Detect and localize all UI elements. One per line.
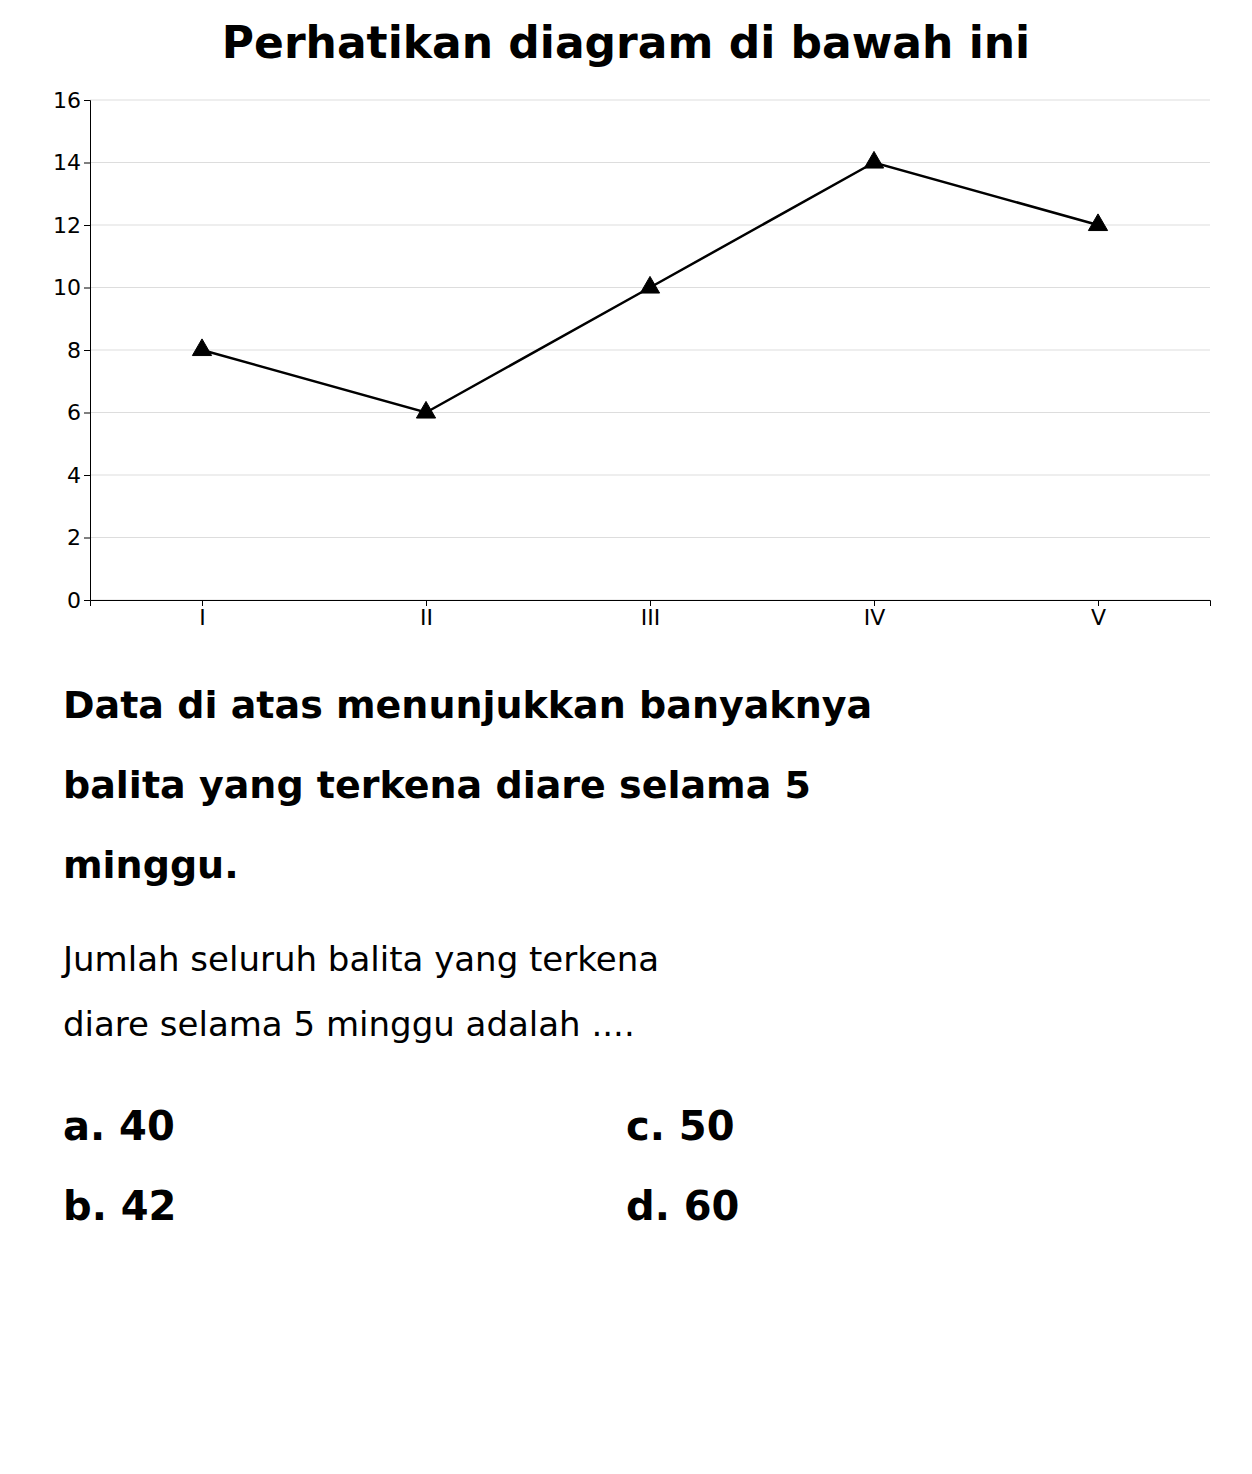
x-tick: III [641,600,660,630]
y-tick-label: 10 [53,275,81,300]
chart-title: Perhatikan diagram di bawah ini [222,17,1030,68]
annotation: d. 60 [626,1183,739,1229]
plot-area: 0246810121416IIIIIIIVV [53,88,1211,630]
data-marks [192,151,1107,418]
y-tick: 2 [67,525,90,550]
y-tick: 8 [67,338,90,363]
x-tick: II [420,600,433,630]
annotation: b. 42 [63,1183,176,1229]
y-tick: 10 [53,275,90,300]
grid-line [90,412,1210,413]
annotation: Data di atas menunjukkan banyaknya [63,683,872,727]
y-tick: 6 [67,400,90,425]
y-axis: 0 2 4 6 8 10 12 14 16 [53,88,91,613]
annotation: minggu. [63,843,239,887]
x-tick-label: I [199,605,206,630]
data-point [640,276,659,293]
data-point [1088,214,1107,231]
y-tick-mark [84,350,90,351]
x-tick-label: IV [864,605,886,630]
y-tick-label: 4 [67,463,81,488]
data-point [416,401,435,418]
y-tick-label: 6 [67,400,81,425]
annotation: a. 40 [63,1103,175,1149]
data-point [192,339,211,356]
y-tick: 12 [53,213,90,238]
x-tick: IV [864,600,886,630]
annotation: balita yang terkena diare selama 5 [63,763,811,807]
grid-line [90,225,1210,226]
y-tick-mark [84,100,90,101]
data-line [202,163,1098,413]
y-tick: 14 [53,150,90,175]
grid-line [90,100,1210,101]
y-tick: 16 [53,88,90,113]
annotations: Data di atas menunjukkan banyaknya balita… [61,683,872,1229]
y-tick-mark [84,538,90,539]
annotation: c. 50 [626,1103,735,1149]
grid-line [90,537,1210,538]
grid-line [90,350,1210,351]
y-tick-mark [84,225,90,226]
y-tick-label: 14 [53,150,81,175]
y-tick-label: 2 [67,525,81,550]
x-tick-label: V [1091,605,1106,630]
annotation: diare selama 5 minggu adalah .... [63,1004,635,1044]
grid [90,100,1210,600]
y-tick-mark [84,288,90,289]
y-tick-mark [84,163,90,164]
y-tick-label: 12 [53,213,81,238]
y-tick: 0 [67,588,90,613]
chart-canvas: Perhatikan diagram di bawah ini 0 2 4 6 8 10 12… [0,0,1252,1474]
y-tick-label: 16 [53,88,81,113]
grid-line [90,475,1210,476]
y-tick-mark [84,475,90,476]
x-tick-label: II [420,605,433,630]
x-tick-label: III [641,605,660,630]
x-tick: I [199,600,206,630]
data-point [864,151,883,168]
y-tick-mark [84,413,90,414]
y-tick-label: 8 [67,338,81,363]
y-tick-label: 0 [67,588,81,613]
annotation: Jumlah seluruh balita yang terkena [61,939,659,979]
y-axis-line [84,101,91,601]
grid-line [90,162,1210,163]
x-axis: IIIIIIIVV [91,600,1211,630]
y-tick-mark [84,600,90,601]
y-tick: 4 [67,463,90,488]
x-tick: V [1091,600,1106,630]
